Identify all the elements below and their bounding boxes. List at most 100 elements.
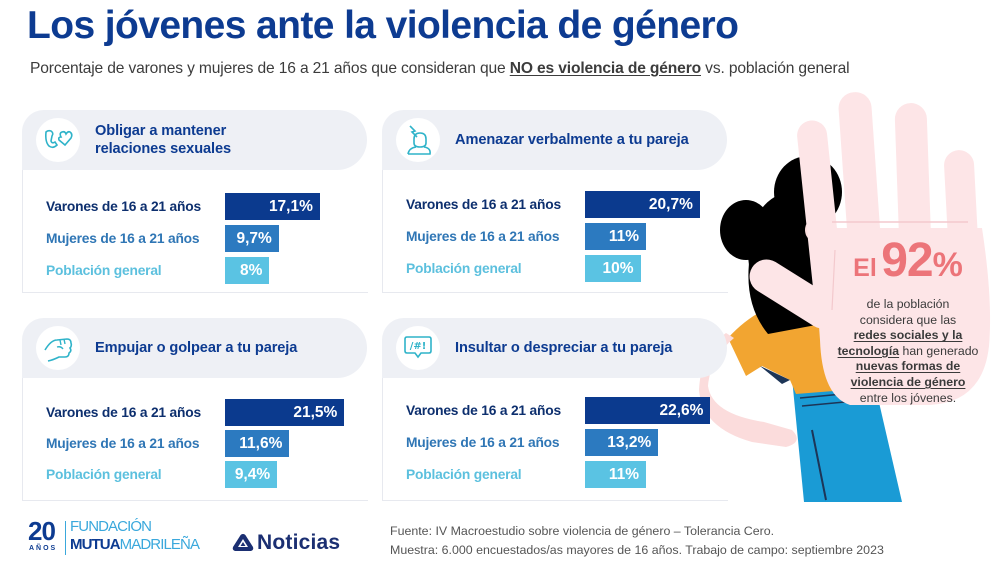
bar-value-label: 17,1% — [268, 197, 313, 215]
bar-value-label: 8% — [239, 261, 263, 279]
card-body — [22, 140, 368, 293]
card-body — [382, 348, 728, 501]
card-insultar-despreciar: /#! Insultar o despreciar a tu pareja Va… — [382, 318, 728, 501]
label-mujeres: Mujeres de 16 a 21 años — [46, 231, 200, 246]
row-varones: Varones de 16 a 21 años 17,1% — [22, 193, 367, 220]
logo-brand: MUTUAMADRILEÑA — [70, 536, 200, 553]
label-mujeres: Mujeres de 16 a 21 años — [406, 435, 560, 450]
callout-92-percent: El 92% de la población considera que las… — [828, 236, 988, 406]
label-varones: Varones de 16 a 21 años — [406, 197, 561, 212]
fist-icon — [36, 326, 80, 370]
label-mujeres: Mujeres de 16 a 21 años — [46, 436, 200, 451]
logo-fundacion-text: FUNDACIÓN — [70, 518, 152, 535]
row-mujeres: Mujeres de 16 a 21 años 13,2% — [382, 429, 727, 456]
callout-line: de la población — [866, 297, 950, 311]
row-poblacion: Población general 8% — [22, 257, 367, 284]
callout-value: 92 — [881, 234, 933, 287]
card-body — [382, 140, 728, 293]
bar-varones: 22,6% — [585, 397, 711, 424]
antena3-icon — [232, 534, 254, 551]
row-mujeres: Mujeres de 16 a 21 años 11,6% — [22, 430, 367, 457]
bar-varones: 20,7% — [585, 191, 700, 218]
card-header: Amenazar verbalmente a tu pareja — [382, 110, 727, 170]
insult-speech-bubble-icon: /#! — [396, 326, 440, 370]
page-title: Los jóvenes ante la violencia de género — [27, 4, 739, 47]
callout-lead: El — [853, 254, 877, 282]
card-empujar-golpear: Empujar o golpear a tu pareja Varones de… — [22, 318, 368, 501]
callout-line-emphasis: nuevas formas de — [855, 359, 961, 374]
bar-varones: 21,5% — [225, 399, 345, 426]
bar-value-label: 10% — [602, 259, 634, 277]
label-poblacion: Población general — [406, 467, 522, 482]
noticias-label: Noticias — [257, 531, 341, 554]
logo-divider — [65, 521, 66, 555]
bar-poblacion: 10% — [585, 255, 641, 282]
bar-value-label: 20,7% — [648, 195, 693, 213]
sample-line: Muestra: 6.000 encuestados/as mayores de… — [390, 542, 884, 557]
bar-varones: 17,1% — [225, 193, 320, 220]
row-poblacion: Población general 9,4% — [22, 461, 367, 488]
row-varones: Varones de 16 a 21 años 20,7% — [382, 191, 727, 218]
label-poblacion: Población general — [406, 261, 522, 276]
logo-brand-bold: MUTUA — [70, 536, 121, 553]
bar-value-label: 11,6% — [239, 434, 283, 452]
label-poblacion: Población general — [46, 467, 162, 482]
card-obligar-relaciones: Obligar a mantener relaciones sexuales V… — [22, 110, 368, 293]
subtitle-emphasis: NO es violencia de género — [509, 60, 701, 77]
callout-headline: El 92% — [828, 236, 988, 297]
callout-line: tecnología han generado — [828, 344, 988, 360]
card-amenazar: Amenazar verbalmente a tu pareja Varones… — [382, 110, 728, 293]
bar-mujeres: 11,6% — [225, 430, 290, 457]
callout-line: entre los jóvenes. — [859, 390, 957, 405]
callout-text: han generado — [899, 343, 979, 358]
insult-symbols: /#! — [410, 341, 427, 352]
bar-value-label: 21,5% — [293, 403, 338, 421]
card-body — [22, 348, 368, 501]
antena3-noticias-logo: Noticias — [232, 530, 362, 556]
fundacion-mutua-madrilena-logo: 20 AÑOS FUNDACIÓN MUTUAMADRILEÑA — [28, 518, 208, 558]
row-poblacion: Población general 11% — [382, 461, 727, 488]
bar-value-label: 13,2% — [607, 433, 652, 451]
row-mujeres: Mujeres de 16 a 21 años 9,7% — [22, 225, 367, 252]
callout-line-emphasis: violencia de género — [850, 374, 966, 389]
subtitle-text: Porcentaje de varones y mujeres de 16 a … — [30, 60, 510, 77]
logo-years: 20 — [28, 516, 56, 546]
card-title: Obligar a mantener relaciones sexuales — [95, 123, 232, 157]
bar-value-label: 11% — [608, 465, 640, 483]
source-line: Fuente: IV Macroestudio sobre violencia … — [390, 524, 775, 538]
card-header: Empujar o golpear a tu pareja — [22, 318, 367, 378]
card-header: /#! Insultar o despreciar a tu pareja — [382, 318, 727, 378]
logo-brand-light: MADRILEÑA — [119, 536, 200, 553]
row-varones: Varones de 16 a 21 años 21,5% — [22, 399, 367, 426]
card-title: Insultar o despreciar a tu pareja — [455, 340, 673, 356]
logo-years-label: AÑOS — [29, 545, 58, 552]
label-varones: Varones de 16 a 21 años — [406, 403, 561, 418]
callout-line: considera que las — [859, 312, 957, 327]
label-poblacion: Población general — [46, 263, 162, 278]
threatened-person-icon — [396, 118, 440, 162]
bar-mujeres: 13,2% — [585, 429, 659, 456]
card-header: Obligar a mantener relaciones sexuales — [22, 110, 367, 170]
callout-unit: % — [932, 246, 963, 284]
card-title: Empujar o golpear a tu pareja — [95, 340, 298, 356]
row-poblacion: Población general 10% — [382, 255, 727, 282]
label-varones: Varones de 16 a 21 años — [46, 405, 201, 420]
bar-value-label: 9,4% — [234, 465, 271, 483]
page-subtitle: Porcentaje de varones y mujeres de 16 a … — [30, 60, 850, 78]
row-mujeres: Mujeres de 16 a 21 años 11% — [382, 223, 727, 250]
row-varones: Varones de 16 a 21 años 22,6% — [382, 397, 727, 424]
bar-poblacion: 11% — [585, 461, 647, 488]
source-note: Fuente: IV Macroestudio sobre violencia … — [390, 522, 884, 559]
bar-poblacion: 8% — [225, 257, 270, 284]
callout-emphasis: tecnología — [837, 343, 900, 358]
bar-poblacion: 9,4% — [225, 461, 278, 488]
label-varones: Varones de 16 a 21 años — [46, 199, 201, 214]
label-mujeres: Mujeres de 16 a 21 años — [406, 229, 560, 244]
bar-mujeres: 9,7% — [225, 225, 279, 252]
bar-value-label: 22,6% — [659, 401, 704, 419]
bar-value-label: 9,7% — [236, 229, 272, 247]
card-title: Amenazar verbalmente a tu pareja — [455, 132, 689, 148]
subtitle-text-end: vs. población general — [701, 60, 850, 77]
hand-shape — [749, 92, 991, 405]
